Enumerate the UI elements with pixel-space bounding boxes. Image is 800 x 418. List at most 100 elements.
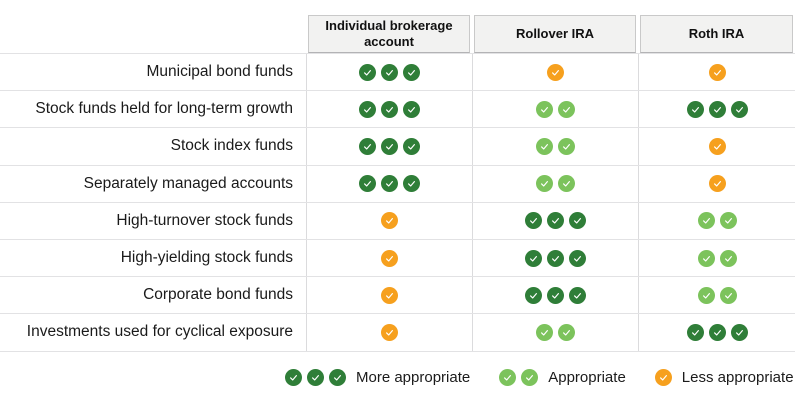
check-circle-icon bbox=[536, 175, 553, 193]
table-body: Municipal bond funds Stock funds held for… bbox=[0, 53, 795, 352]
column-header-rollover-ira: Rollover IRA bbox=[474, 15, 636, 53]
rating-cell bbox=[306, 165, 472, 202]
rating-cell bbox=[472, 128, 638, 165]
check-circle-icon bbox=[525, 249, 542, 267]
check-circle-icon bbox=[730, 323, 748, 341]
table-row: Separately managed accounts bbox=[0, 165, 795, 203]
rating-cell bbox=[638, 314, 795, 351]
check-circle-icon bbox=[558, 100, 575, 118]
legend: More appropriate Appropriate Less appropri… bbox=[285, 368, 795, 386]
check-circle-icon bbox=[381, 175, 398, 193]
check-circle-icon bbox=[547, 63, 564, 81]
rating-more bbox=[525, 212, 586, 230]
rating-appropriate bbox=[536, 323, 575, 341]
table-row: Corporate bond funds bbox=[0, 277, 795, 315]
check-circle-icon bbox=[708, 63, 726, 81]
table-header-row: Individual brokerage account Rollover IR… bbox=[0, 15, 795, 53]
check-circle-icon bbox=[525, 286, 542, 304]
check-circle-icon bbox=[403, 175, 420, 193]
rating-more bbox=[359, 100, 420, 118]
check-circle-icon bbox=[521, 368, 539, 386]
row-label: High-turnover stock funds bbox=[116, 211, 293, 229]
check-circle-icon bbox=[536, 100, 553, 118]
rating-less bbox=[381, 286, 398, 304]
table-row: Stock funds held for long-term growth bbox=[0, 91, 795, 129]
check-circle-icon bbox=[381, 323, 398, 341]
check-circle-icon bbox=[359, 100, 376, 118]
row-label: Separately managed accounts bbox=[83, 174, 293, 192]
check-circle-icon bbox=[558, 137, 575, 155]
rating-appropriate bbox=[697, 212, 737, 230]
check-circle-icon bbox=[654, 368, 672, 386]
rating-cell bbox=[472, 239, 638, 277]
check-circle-icon bbox=[708, 323, 726, 341]
rating-less bbox=[381, 212, 398, 230]
table-row: Investments used for cyclical exposure bbox=[0, 314, 795, 352]
check-circle-icon bbox=[558, 323, 575, 341]
check-circle-icon bbox=[558, 175, 575, 193]
rating-less bbox=[654, 368, 672, 386]
check-circle-icon bbox=[547, 286, 564, 304]
rating-cell bbox=[306, 277, 472, 314]
table-row: High-yielding stock funds bbox=[0, 239, 795, 278]
check-circle-icon bbox=[719, 212, 737, 230]
check-circle-icon bbox=[569, 249, 586, 267]
rating-more bbox=[359, 137, 420, 155]
check-circle-icon bbox=[719, 286, 737, 304]
row-label: Stock funds held for long-term growth bbox=[35, 100, 293, 118]
legend-label: Less appropriate bbox=[681, 368, 794, 386]
rating-more bbox=[285, 368, 346, 386]
table-row: Stock index funds bbox=[0, 128, 795, 166]
rating-cell bbox=[638, 128, 795, 165]
check-circle-icon bbox=[536, 137, 553, 155]
check-circle-icon bbox=[329, 368, 346, 386]
appropriateness-table: Individual brokerage account Rollover IR… bbox=[0, 15, 795, 386]
check-circle-icon bbox=[708, 137, 726, 155]
check-circle-icon bbox=[569, 286, 586, 304]
check-circle-icon bbox=[359, 137, 376, 155]
row-label: High-yielding stock funds bbox=[120, 249, 293, 267]
rating-cell bbox=[638, 277, 795, 314]
check-circle-icon bbox=[697, 212, 715, 230]
rating-less bbox=[708, 175, 726, 193]
legend-label: More appropriate bbox=[356, 368, 471, 386]
check-circle-icon bbox=[730, 100, 748, 118]
legend-label: Appropriate bbox=[548, 368, 626, 386]
column-header-roth-ira: Roth IRA bbox=[640, 15, 793, 53]
check-circle-icon bbox=[697, 249, 715, 267]
rating-cell bbox=[472, 202, 638, 239]
rating-appropriate bbox=[536, 175, 575, 193]
legend-item-appropriate: Appropriate bbox=[499, 368, 626, 386]
check-circle-icon bbox=[381, 100, 398, 118]
rating-cell bbox=[472, 54, 638, 91]
rating-more bbox=[525, 286, 586, 304]
check-circle-icon bbox=[569, 212, 586, 230]
rating-cell bbox=[638, 54, 795, 91]
rating-appropriate bbox=[536, 137, 575, 155]
table-row: High-turnover stock funds bbox=[0, 202, 795, 240]
check-circle-icon bbox=[359, 175, 376, 193]
row-label: Stock index funds bbox=[170, 137, 293, 155]
rating-cell bbox=[472, 91, 638, 128]
check-circle-icon bbox=[536, 323, 553, 341]
check-circle-icon bbox=[547, 212, 564, 230]
rating-cell bbox=[638, 165, 795, 202]
rating-less bbox=[381, 323, 398, 341]
check-circle-icon bbox=[381, 63, 398, 81]
check-circle-icon bbox=[359, 63, 376, 81]
row-label: Investments used for cyclical exposure bbox=[26, 323, 293, 341]
legend-item-more: More appropriate bbox=[285, 368, 471, 386]
check-circle-icon bbox=[381, 137, 398, 155]
rating-cell bbox=[306, 54, 472, 91]
rating-cell bbox=[306, 128, 472, 165]
rating-more bbox=[686, 323, 748, 341]
check-circle-icon bbox=[686, 100, 704, 118]
check-circle-icon bbox=[403, 137, 420, 155]
rating-less bbox=[708, 63, 726, 81]
legend-item-less: Less appropriate bbox=[654, 368, 794, 386]
check-circle-icon bbox=[499, 368, 517, 386]
check-circle-icon bbox=[697, 286, 715, 304]
rating-more bbox=[686, 100, 748, 118]
check-circle-icon bbox=[719, 249, 737, 267]
rating-cell bbox=[306, 91, 472, 128]
